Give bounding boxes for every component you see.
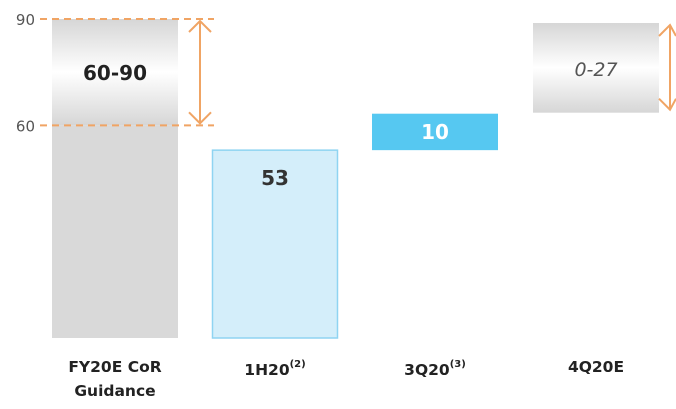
bar-guidance-base [52,125,178,338]
category-text-line2: Guidance [74,382,156,400]
category-label-0: FY20E CoR Guidance [45,355,185,403]
category-text: 3Q20 [404,361,450,380]
y-tick-label-90: 90 [16,11,35,29]
bar-4q20e-range [533,23,659,113]
bar-label-4q20e: 0-27 [574,59,617,81]
bar-label-1h20: 53 [261,166,289,190]
bar-1h20 [211,149,339,339]
range-arrow-4q20e [658,23,676,112]
category-text: 1H20 [244,361,290,380]
category-label-1: 1H20(2) [205,355,345,382]
category-label-2: 3Q20(3) [365,355,505,382]
bar-label-3q20: 10 [421,120,449,144]
category-footnote: (2) [289,359,306,370]
range-arrow-guidance [188,19,212,125]
bar-guidance-range [52,19,178,126]
category-text: FY20E CoR [68,358,162,376]
category-label-3: 4Q20E [526,355,666,379]
category-text: 4Q20E [567,358,625,376]
bar-3q20 [372,113,498,151]
bar-label-guidance: 60-90 [83,61,147,85]
category-footnote: (3) [449,359,466,370]
y-tick-label-60: 60 [16,117,35,135]
